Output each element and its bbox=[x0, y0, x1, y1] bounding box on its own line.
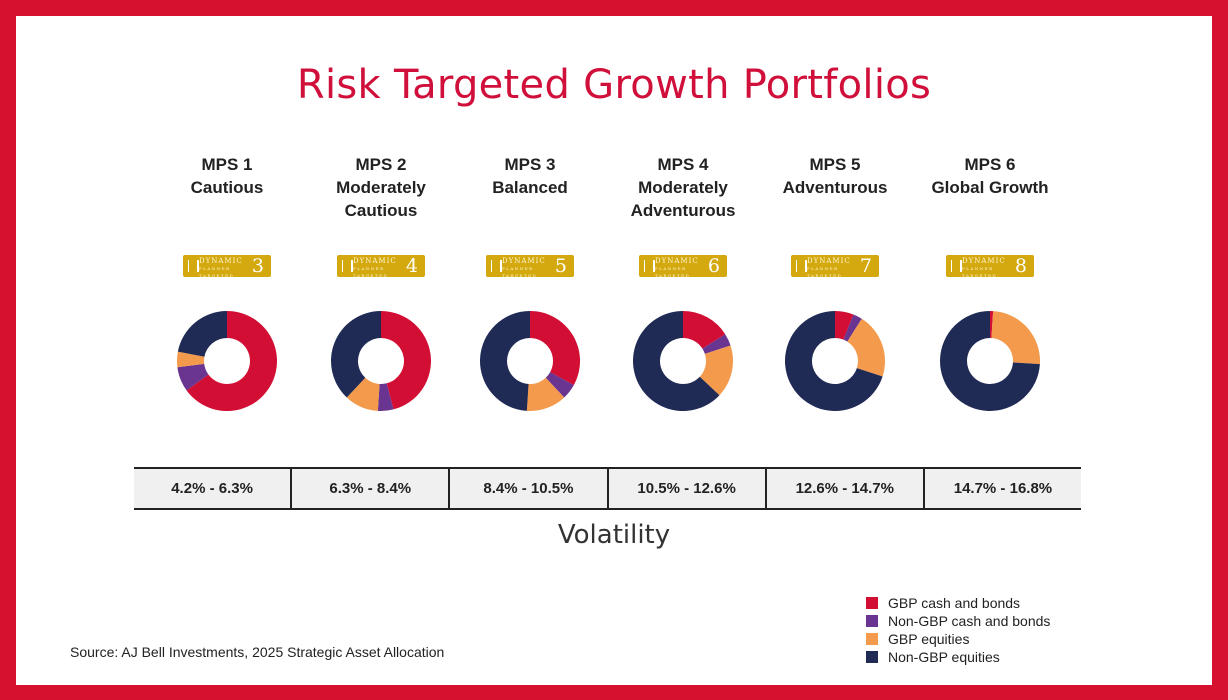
donut-slice-gbp-equities bbox=[526, 377, 565, 411]
legend-swatch bbox=[866, 651, 878, 663]
portfolio-subtitle: Moderately Cautious bbox=[336, 178, 426, 220]
donut-chart bbox=[480, 311, 580, 411]
portfolio-heading: MPS 1 Cautious bbox=[148, 153, 306, 199]
risk-rating: 8 bbox=[1014, 255, 1027, 277]
donut-chart bbox=[331, 311, 431, 411]
x-axis-label: Volatility bbox=[557, 520, 671, 550]
dynamic-planner-badge: DYNAMIC PLANNER TARGETED 4 bbox=[337, 255, 425, 279]
risk-rating: 4 bbox=[405, 255, 418, 277]
volatility-table: 4.2% - 6.3% 6.3% - 8.4% 8.4% - 10.5% 10.5% … bbox=[134, 467, 1081, 510]
donut-slice-non-gbp-cash-and-bonds bbox=[843, 314, 862, 342]
legend-label: GBP equities bbox=[888, 631, 970, 647]
risk-rating: 6 bbox=[707, 255, 720, 277]
donut-slice-gbp-cash-and-bonds bbox=[990, 311, 994, 339]
dynamic-planner-badge: DYNAMIC PLANNER TARGETED 7 bbox=[791, 255, 879, 279]
volatility-cell: 10.5% - 12.6% bbox=[606, 469, 765, 508]
donut-slice-gbp-equities bbox=[699, 345, 733, 396]
portfolio-subtitle: Adventurous bbox=[782, 178, 888, 197]
dynamic-planner-badge: DYNAMIC PLANNER TARGETED 6 bbox=[639, 255, 727, 279]
donut-slice-non-gbp-cash-and-bonds bbox=[545, 372, 574, 398]
dynamic-planner-badge: DYNAMIC PLANNER TARGETED 8 bbox=[946, 255, 1034, 279]
risk-rating: 7 bbox=[859, 255, 872, 277]
planner-logo-icon bbox=[342, 260, 353, 272]
donut-slice-gbp-equities bbox=[991, 311, 1040, 365]
portfolio-name: MPS 3 bbox=[504, 155, 556, 174]
donut-slice-gbp-equities bbox=[847, 318, 885, 377]
donut-slice-non-gbp-cash-and-bonds bbox=[702, 334, 731, 354]
legend-item: Non-GBP equities bbox=[866, 648, 1050, 666]
badge-text: DYNAMIC PLANNER TARGETED bbox=[199, 257, 243, 279]
portfolio-heading: MPS 3 Balanced bbox=[451, 153, 609, 199]
donut-slice-non-gbp-equities bbox=[633, 311, 720, 411]
badge-text: DYNAMIC PLANNER TARGETED bbox=[655, 257, 699, 279]
donut-slice-gbp-cash-and-bonds bbox=[530, 311, 580, 386]
risk-rating: 5 bbox=[554, 255, 567, 277]
donut-slice-non-gbp-cash-and-bonds bbox=[177, 363, 209, 391]
portfolio-heading: MPS 4 Moderately Adventurous bbox=[604, 153, 762, 222]
portfolio-heading: MPS 2 Moderately Cautious bbox=[302, 153, 460, 222]
legend-label: Non-GBP cash and bonds bbox=[888, 613, 1051, 629]
legend-item: GBP equities bbox=[866, 630, 1050, 648]
source-note: Source: AJ Bell Investments, 2025 Strate… bbox=[70, 644, 445, 660]
slide: Risk Targeted Growth Portfolios MPS 1 Cau… bbox=[16, 16, 1212, 685]
portfolio-heading: MPS 5 Adventurous bbox=[756, 153, 914, 199]
portfolio-name: MPS 1 bbox=[201, 155, 253, 174]
volatility-cell: 12.6% - 14.7% bbox=[764, 469, 923, 508]
legend-swatch bbox=[866, 633, 878, 645]
donut-slice-gbp-cash-and-bonds bbox=[381, 311, 431, 410]
badge-text: DYNAMIC PLANNER TARGETED bbox=[807, 257, 851, 279]
planner-logo-icon bbox=[644, 260, 655, 272]
donut-slice-gbp-cash-and-bonds bbox=[835, 311, 854, 340]
planner-logo-icon bbox=[491, 260, 502, 272]
badge-text: DYNAMIC PLANNER TARGETED bbox=[353, 257, 397, 279]
legend-item: GBP cash and bonds bbox=[866, 594, 1050, 612]
donut-slice-gbp-cash-and-bonds bbox=[186, 311, 277, 411]
portfolio-subtitle: Moderately Adventurous bbox=[630, 178, 736, 220]
donut-chart bbox=[940, 311, 1040, 411]
portfolio-name: MPS 4 bbox=[657, 155, 709, 174]
portfolio-name: MPS 2 bbox=[355, 155, 407, 174]
portfolio-name: MPS 5 bbox=[809, 155, 861, 174]
legend-swatch bbox=[866, 597, 878, 609]
donut-slice-non-gbp-equities bbox=[480, 311, 530, 411]
donut-chart bbox=[633, 311, 733, 411]
risk-rating: 3 bbox=[251, 255, 264, 277]
planner-logo-icon bbox=[951, 260, 962, 272]
donut-slice-gbp-equities bbox=[177, 351, 205, 368]
volatility-cell: 14.7% - 16.8% bbox=[922, 469, 1081, 508]
volatility-cell: 6.3% - 8.4% bbox=[290, 469, 448, 508]
volatility-cell: 8.4% - 10.5% bbox=[448, 469, 606, 508]
donut-slice-non-gbp-equities bbox=[331, 311, 381, 398]
legend-swatch bbox=[866, 615, 878, 627]
page-title: Risk Targeted Growth Portfolios bbox=[296, 62, 932, 108]
donut-slice-non-gbp-equities bbox=[785, 311, 883, 411]
dynamic-planner-badge: DYNAMIC PLANNER TARGETED 5 bbox=[486, 255, 574, 279]
donut-slice-gbp-equities bbox=[346, 377, 380, 411]
legend-item: Non-GBP cash and bonds bbox=[866, 612, 1050, 630]
planner-logo-icon bbox=[796, 260, 807, 272]
badge-text: DYNAMIC PLANNER TARGETED bbox=[962, 257, 1006, 279]
donut-chart bbox=[785, 311, 885, 411]
portfolio-subtitle: Global Growth bbox=[931, 178, 1049, 197]
portfolio-heading: MPS 6 Global Growth bbox=[911, 153, 1069, 199]
portfolio-subtitle: Balanced bbox=[492, 178, 568, 197]
donut-chart bbox=[177, 311, 277, 411]
portfolio-name: MPS 6 bbox=[964, 155, 1016, 174]
planner-logo-icon bbox=[188, 260, 199, 272]
badge-text: DYNAMIC PLANNER TARGETED bbox=[502, 257, 546, 279]
dynamic-planner-badge: DYNAMIC PLANNER TARGETED 3 bbox=[183, 255, 271, 279]
legend: GBP cash and bonds Non-GBP cash and bonds… bbox=[866, 594, 1050, 666]
donut-slice-non-gbp-equities bbox=[940, 311, 1040, 411]
donut-slice-non-gbp-cash-and-bonds bbox=[377, 383, 394, 411]
legend-label: Non-GBP equities bbox=[888, 649, 1000, 665]
donut-slice-non-gbp-equities bbox=[177, 311, 227, 357]
legend-label: GBP cash and bonds bbox=[888, 595, 1021, 611]
volatility-cell: 4.2% - 6.3% bbox=[171, 480, 253, 497]
donut-slice-gbp-cash-and-bonds bbox=[683, 311, 726, 349]
portfolio-subtitle: Cautious bbox=[190, 178, 264, 197]
